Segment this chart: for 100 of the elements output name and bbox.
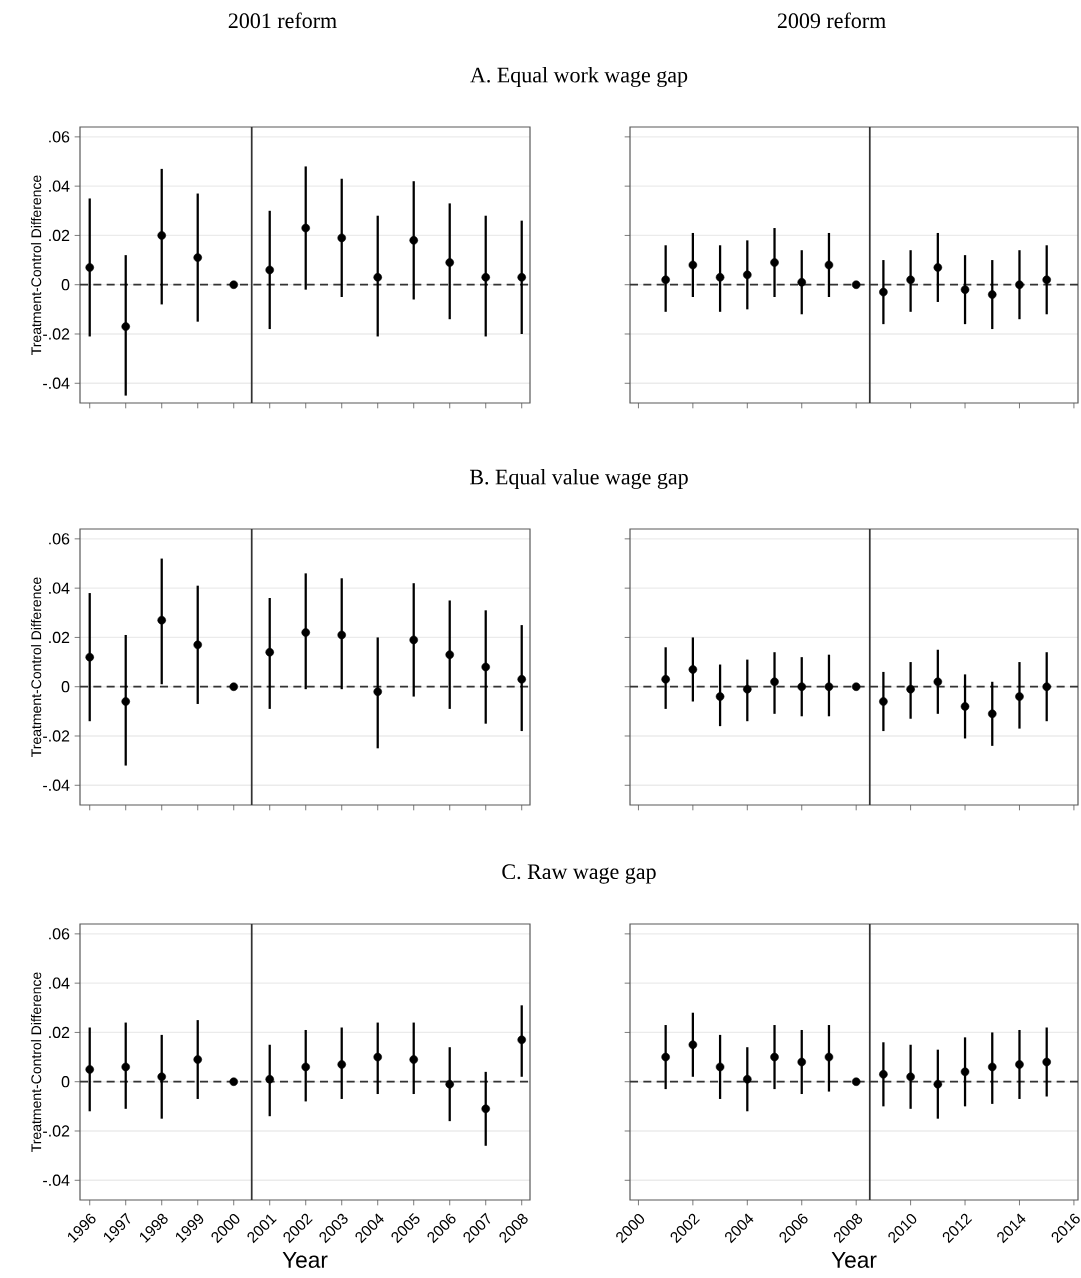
y-tick-label: .06 <box>49 928 70 940</box>
point <box>301 1062 310 1072</box>
y-tick-label: -.02 <box>43 730 70 742</box>
y-tick-label: .02 <box>49 631 70 644</box>
point <box>409 236 418 245</box>
y-tick-label: .04 <box>49 582 70 594</box>
point <box>987 290 997 299</box>
point <box>445 258 454 267</box>
y-tick-label: -.04 <box>43 377 70 389</box>
point <box>661 275 670 285</box>
point <box>824 682 834 691</box>
point <box>517 675 526 684</box>
point <box>960 285 970 294</box>
point <box>879 287 888 297</box>
point <box>229 682 238 691</box>
point <box>661 675 670 684</box>
point <box>265 265 274 275</box>
point <box>337 630 346 640</box>
point <box>1015 280 1024 289</box>
point <box>337 1060 346 1069</box>
point <box>229 1077 238 1086</box>
point <box>851 280 861 289</box>
point <box>743 1074 752 1084</box>
point <box>301 223 310 233</box>
point <box>715 273 725 282</box>
point <box>906 684 915 694</box>
y-tick-label: 0 <box>61 279 70 291</box>
point <box>193 253 202 262</box>
point <box>661 1052 670 1062</box>
point <box>933 677 943 687</box>
y-tick-label: .04 <box>49 180 70 192</box>
point <box>373 687 382 696</box>
point <box>1015 1060 1024 1069</box>
point <box>906 275 915 285</box>
point <box>517 273 526 282</box>
point <box>851 1077 861 1086</box>
point <box>373 273 382 282</box>
point <box>121 1062 130 1072</box>
point <box>960 1067 970 1077</box>
point <box>933 263 943 272</box>
point <box>121 322 130 331</box>
x-axis-title: Year <box>282 1252 328 1268</box>
y-tick-label: -.04 <box>43 779 70 791</box>
y-axis-title: Treatment-Control Difference <box>30 577 42 757</box>
point <box>960 702 970 711</box>
point <box>121 697 130 706</box>
point <box>85 263 94 272</box>
chart-subtitle: 2009 reform <box>777 12 886 29</box>
y-axis-title: Treatment-Control Difference <box>30 972 42 1152</box>
point <box>987 709 997 719</box>
point <box>85 652 94 662</box>
point <box>1042 275 1051 285</box>
point <box>797 1057 807 1067</box>
point <box>770 1052 779 1062</box>
point <box>193 1055 202 1064</box>
point <box>770 677 779 687</box>
point <box>337 233 346 243</box>
y-tick-label: 0 <box>61 1076 70 1088</box>
point <box>743 684 752 694</box>
point <box>481 273 490 282</box>
point <box>409 1055 418 1064</box>
point <box>193 640 202 650</box>
text: B. Equal value wage gap <box>469 469 688 490</box>
x-axis-title: Year <box>831 1252 877 1268</box>
point <box>301 628 310 637</box>
text: A. Equal work wage gap <box>470 67 688 88</box>
y-tick-label: .06 <box>49 533 70 545</box>
point <box>1015 692 1024 701</box>
y-tick-label: .04 <box>49 977 70 989</box>
point <box>879 697 888 706</box>
y-tick-label: 0 <box>61 681 70 693</box>
point <box>879 1070 888 1079</box>
point <box>373 1052 382 1062</box>
point <box>229 280 238 289</box>
point <box>715 1062 725 1072</box>
point <box>481 662 490 672</box>
point <box>688 1040 698 1050</box>
point <box>265 647 274 657</box>
point <box>1042 682 1051 691</box>
point <box>743 270 752 280</box>
point <box>445 650 454 659</box>
chart-subtitle: 2001 reform <box>228 12 337 29</box>
point <box>157 615 166 625</box>
y-tick-label: -.02 <box>43 1125 70 1137</box>
point <box>85 1065 94 1074</box>
point <box>824 1052 834 1062</box>
point <box>481 1104 490 1114</box>
point <box>824 260 834 270</box>
y-tick-label: .02 <box>49 229 70 242</box>
point <box>688 260 698 270</box>
point <box>797 682 807 691</box>
point <box>265 1074 274 1084</box>
point <box>851 682 861 691</box>
point <box>797 277 807 287</box>
point <box>409 635 418 645</box>
text: C. Raw wage gap <box>502 864 656 884</box>
point <box>157 231 166 240</box>
point <box>987 1062 997 1072</box>
point <box>906 1072 915 1082</box>
point <box>715 692 725 701</box>
